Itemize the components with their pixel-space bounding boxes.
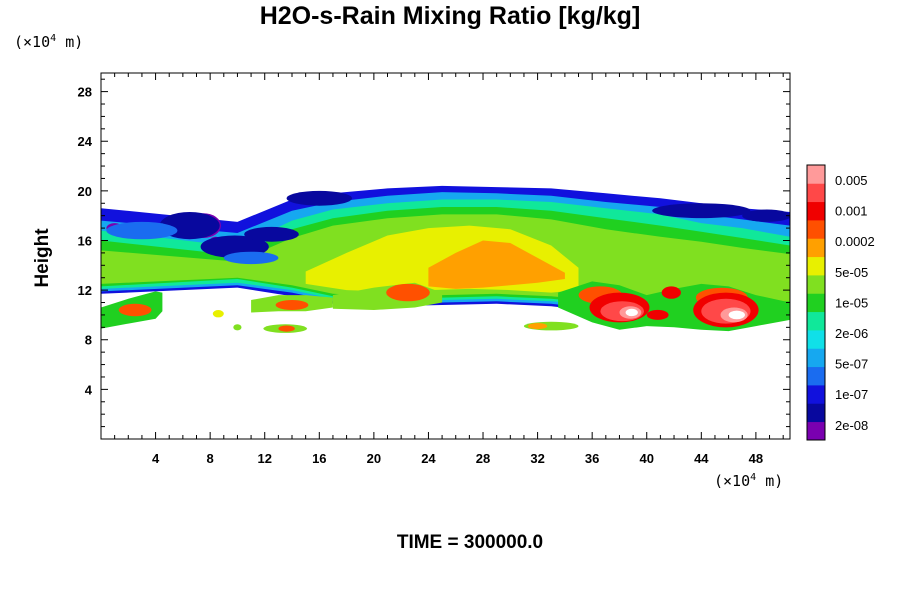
chart-title: H2O-s-Rain Mixing Ratio [kg/kg]	[259, 2, 641, 30]
x-axis: 4 8 12 16 20 24 28 32 36 40 44 48	[114, 73, 784, 466]
field-core-1	[728, 310, 745, 320]
time-label: TIME = 300000.0	[396, 532, 544, 553]
x-tick-label: 8	[207, 451, 214, 466]
colorbar-swatch	[807, 275, 825, 294]
colorbar-swatch	[807, 256, 825, 276]
x-tick-label: 28	[476, 451, 490, 466]
field-patch-27	[278, 325, 295, 332]
colorbar-swatch	[807, 293, 825, 313]
field-patch-11	[386, 283, 430, 302]
field-patch-12	[118, 303, 152, 317]
colorbar-label: 0.005	[835, 173, 868, 188]
colorbar-swatch	[807, 385, 825, 404]
x-tick-label: 40	[640, 451, 654, 466]
colorbar-label: 1e-07	[835, 387, 868, 402]
x-tick-label: 36	[585, 451, 599, 466]
colorbar-swatch	[807, 183, 825, 203]
field-band-6	[428, 240, 565, 289]
colorbar-swatch	[807, 366, 825, 386]
colorbar-swatch	[807, 311, 825, 331]
field-patch-19	[646, 309, 669, 320]
plot-frame	[100, 72, 791, 440]
field-patch-5	[244, 226, 299, 242]
y-tick-label: 8	[85, 333, 92, 348]
field-patch-6	[286, 190, 352, 206]
field-patch-7	[652, 203, 751, 219]
x-tick-label: 44	[694, 451, 709, 466]
y-tick-label: 28	[78, 85, 92, 100]
colorbar-label: 5e-05	[835, 265, 868, 280]
y-tick-label: 20	[78, 184, 92, 199]
field-patch-29	[212, 310, 224, 318]
colorbar-label: 5e-07	[835, 357, 868, 372]
field-core-0	[625, 308, 638, 317]
y-unit-exp: 4	[50, 33, 57, 44]
field-patch-25	[528, 323, 548, 330]
colorbar-frame	[806, 164, 826, 441]
colorbar-label: 0.001	[835, 204, 868, 219]
field-patch-28	[233, 324, 242, 331]
x-tick-label: 32	[530, 451, 544, 466]
colorbar-swatch	[807, 201, 825, 221]
x-unit-label: (×104 m)	[714, 472, 784, 490]
colorbar-swatch	[807, 403, 825, 423]
y-unit-label: (×104 m)	[14, 33, 84, 51]
colorbar-swatch	[807, 330, 825, 349]
colorbar-swatch	[807, 238, 825, 258]
field-patch-15	[275, 300, 309, 310]
field-patch-18	[661, 286, 681, 299]
colorbar-label: 0.0002	[835, 234, 875, 249]
colorbar: 0.005 0.001 0.0002 5e-05 1e-05 2e-06 5e-07 1e-0…	[806, 164, 875, 441]
y-tick-label: 4	[85, 382, 93, 397]
x-tick-label: 20	[367, 451, 381, 466]
y-axis: 4 8 12 16 20 24 28	[78, 78, 790, 428]
colorbar-label: 2e-08	[835, 418, 868, 433]
y-tick-label: 12	[78, 283, 92, 298]
colorbar-swatch	[807, 421, 825, 441]
y-unit: m	[65, 33, 75, 51]
field-patch-9	[106, 221, 178, 240]
colorbar-label: 2e-06	[835, 326, 868, 341]
y-unit-scale: ×10	[23, 33, 51, 51]
colorbar-swatch	[807, 348, 825, 368]
x-tick-label: 24	[421, 451, 436, 466]
x-tick-label: 48	[749, 451, 763, 466]
x-unit-exp: 4	[750, 472, 757, 483]
x-unit: m	[765, 472, 775, 490]
field-patch-10	[223, 251, 279, 265]
colorbar-swatch	[807, 220, 825, 239]
x-tick-label: 16	[312, 451, 326, 466]
y-tick-label: 24	[78, 134, 93, 149]
colorbar-swatch	[807, 165, 825, 184]
mixing-ratio-field	[101, 185, 790, 333]
colorbar-label: 1e-05	[835, 295, 868, 310]
field-patch-8	[742, 209, 790, 222]
x-tick-label: 12	[257, 451, 271, 466]
x-unit-scale: ×10	[723, 472, 751, 490]
y-tick-label: 16	[78, 233, 92, 248]
x-tick-label: 4	[152, 451, 160, 466]
